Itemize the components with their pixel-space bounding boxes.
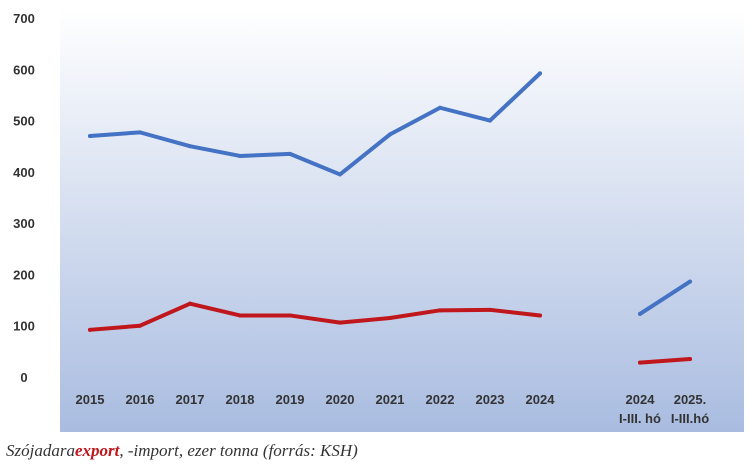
y-tick-label: 500 xyxy=(13,114,35,129)
data-point xyxy=(538,313,542,318)
caption-highlight: export xyxy=(74,441,120,460)
data-point xyxy=(188,144,192,149)
series-2 xyxy=(88,301,692,365)
plot-background xyxy=(60,8,744,432)
y-axis: 0 100 200 300 400 500 600 700 xyxy=(13,11,35,385)
x-axis: 2015 2016 2017 2018 2019 2020 2021 2022 2023 2024… xyxy=(76,392,710,426)
x-tick-label: 2024 xyxy=(626,392,656,407)
caption-text-start: Szójadara xyxy=(6,441,75,460)
series-line xyxy=(638,279,692,316)
data-point xyxy=(188,301,192,306)
series-line xyxy=(88,71,542,177)
data-point xyxy=(488,118,492,123)
x-tick-label: 2018 xyxy=(226,392,255,407)
y-tick-label: 0 xyxy=(20,370,27,385)
y-tick-label: 200 xyxy=(13,267,35,282)
series-1 xyxy=(88,71,692,316)
data-point xyxy=(638,360,642,365)
data-point xyxy=(88,133,92,138)
data-point xyxy=(388,316,392,321)
data-point xyxy=(138,130,142,135)
data-point xyxy=(338,172,342,177)
data-point xyxy=(438,308,442,313)
series-line xyxy=(88,301,542,332)
series-line xyxy=(638,357,692,365)
data-point xyxy=(238,153,242,158)
data-point xyxy=(88,327,92,332)
data-point xyxy=(688,279,692,284)
data-point xyxy=(288,313,292,318)
x-tick-label: 2020 xyxy=(326,392,355,407)
x-tick-label: 2022 xyxy=(426,392,455,407)
x-tick-label: 2016 xyxy=(126,392,155,407)
x-tick-sublabel: I-III. hó xyxy=(619,411,661,426)
x-tick-label: 2017 xyxy=(176,392,205,407)
data-point xyxy=(388,132,392,137)
data-point xyxy=(488,307,492,312)
data-point xyxy=(288,151,292,156)
y-tick-label: 600 xyxy=(13,62,35,77)
y-tick-label: 400 xyxy=(13,165,35,180)
caption-text-end: , -import, ezer tonna (forrás: KSH) xyxy=(119,441,358,460)
x-tick-label: 2025. xyxy=(674,392,707,407)
x-tick-sublabel: I-III.hó xyxy=(671,411,709,426)
x-tick-label: 2015 xyxy=(76,392,105,407)
chart-area: 0 100 200 300 400 500 600 700 2015 2016 2017 2018 2… xyxy=(13,8,744,432)
chart-caption: Szójadaraexport, -import, ezer tonna (fo… xyxy=(6,441,358,461)
y-tick-label: 700 xyxy=(13,11,35,26)
data-point xyxy=(538,71,542,76)
data-point xyxy=(238,313,242,318)
data-point xyxy=(338,320,342,325)
data-point xyxy=(688,357,692,362)
series-layer xyxy=(88,71,692,365)
x-tick-label: 2024 xyxy=(526,392,556,407)
x-tick-label: 2023 xyxy=(476,392,505,407)
data-point xyxy=(138,323,142,328)
x-tick-label: 2021 xyxy=(376,392,405,407)
data-point xyxy=(638,311,642,316)
data-point xyxy=(438,105,442,110)
y-tick-label: 100 xyxy=(13,319,35,334)
y-tick-label: 300 xyxy=(13,216,35,231)
x-tick-label: 2019 xyxy=(276,392,305,407)
